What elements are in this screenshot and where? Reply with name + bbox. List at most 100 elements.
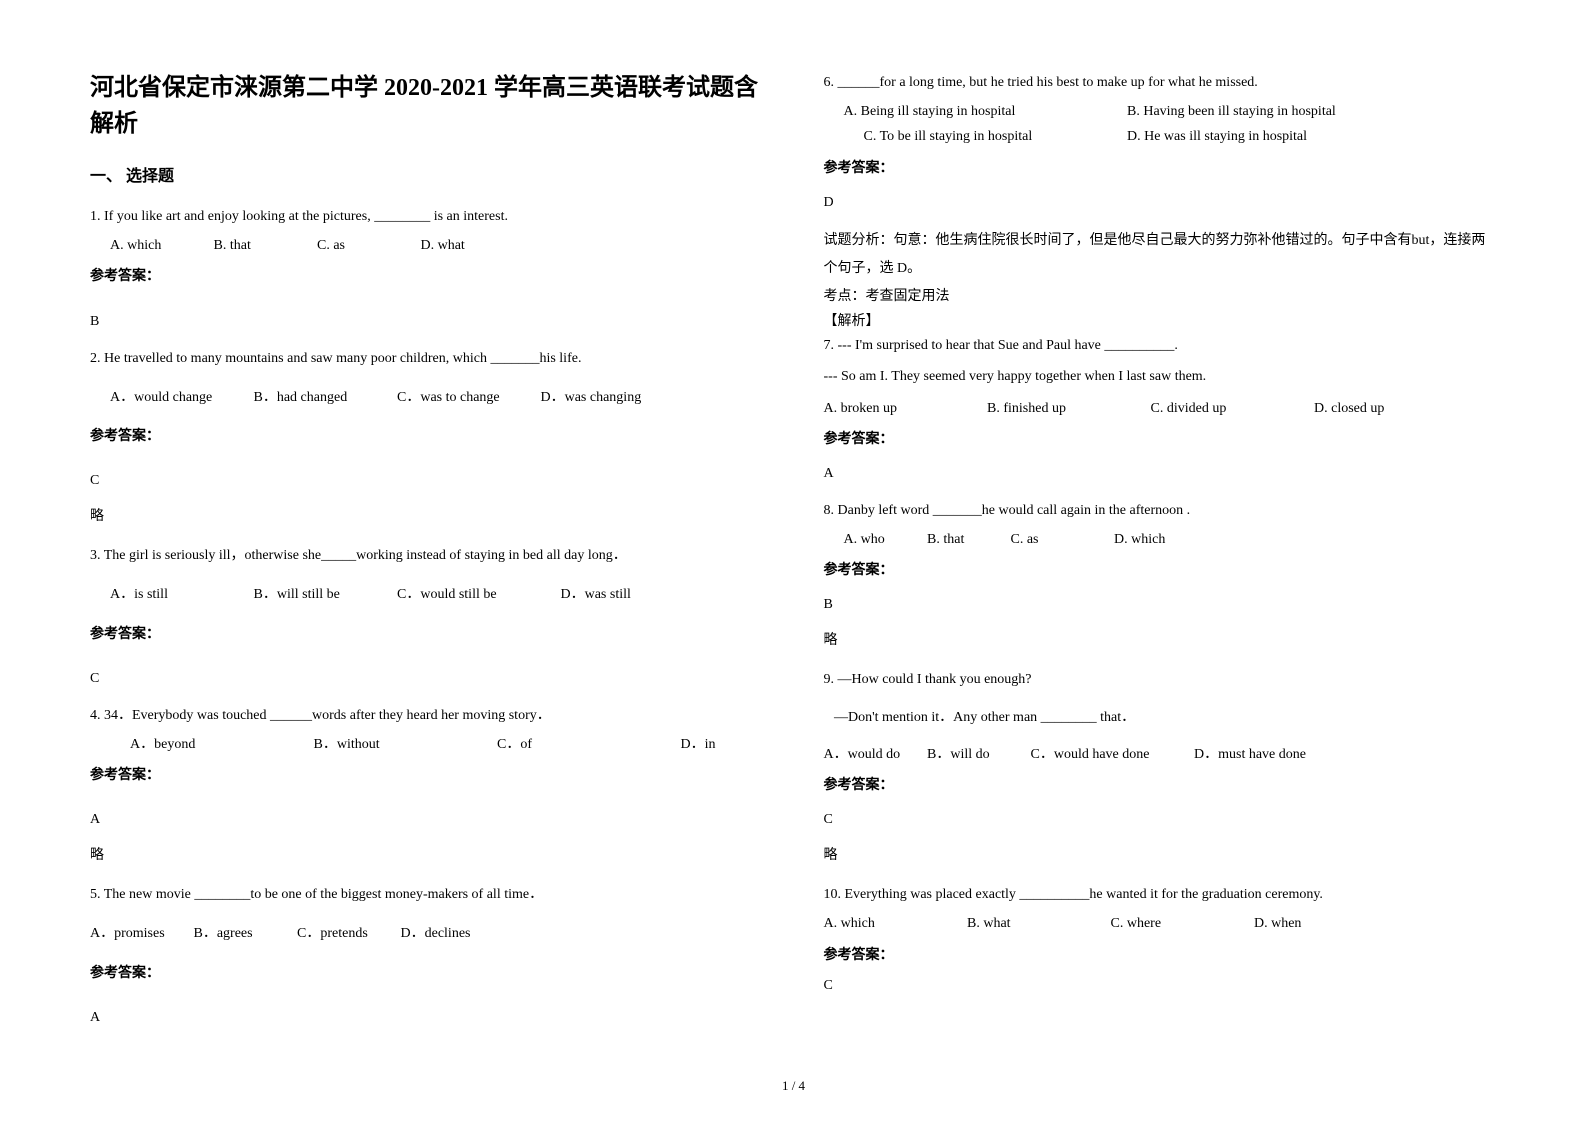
right-column: 6. ______for a long time, but he tried h… — [824, 70, 1498, 1030]
question-text: 1. If you like art and enjoy looking at … — [90, 204, 764, 229]
option-c: C．of — [497, 732, 677, 757]
question-8: 8. Danby left word _______he would call … — [824, 498, 1498, 584]
option-d: D. when — [1254, 911, 1301, 936]
answer-value: A — [824, 460, 1498, 488]
question-3: 3. The girl is seriously ill，otherwise s… — [90, 543, 764, 647]
answer-label: 参考答案： — [90, 264, 764, 289]
option-b: B. that — [927, 527, 1007, 552]
answer-value: A — [90, 1004, 764, 1032]
option-b: B．agrees — [194, 921, 294, 946]
answer-label: 参考答案： — [90, 622, 764, 647]
answer-value: C — [824, 972, 1498, 1000]
option-b: B．without — [314, 732, 494, 757]
option-a: A. broken up — [824, 396, 984, 421]
options: A．beyond B．without C．of D．in — [90, 732, 764, 757]
option-c: C．would have done — [1031, 742, 1191, 767]
option-c: C. as — [317, 233, 417, 258]
option-d: D．in — [681, 732, 716, 757]
question-text: 8. Danby left word _______he would call … — [824, 498, 1498, 523]
option-b: B．will still be — [254, 582, 394, 607]
option-a: A．would do — [824, 742, 924, 767]
option-d: D．must have done — [1194, 742, 1306, 767]
option-b: B．had changed — [254, 385, 394, 410]
question-text: 6. ______for a long time, but he tried h… — [824, 70, 1498, 95]
option-d: D．was still — [561, 582, 631, 607]
lue-text: 略 — [90, 505, 764, 525]
answer-label: 参考答案： — [90, 763, 764, 788]
two-column-layout: 河北省保定市涞源第二中学 2020-2021 学年高三英语联考试题含解析 一、 … — [90, 70, 1497, 1030]
analysis-text-1: 试题分析：句意：他生病住院很长时间了，但是他尽自己最大的努力弥补他错过的。句子中… — [824, 227, 1498, 283]
option-b: B. finished up — [987, 396, 1147, 421]
option-c: C．would still be — [397, 582, 557, 607]
answer-label: 参考答案： — [824, 773, 1498, 798]
answer-value: A — [90, 806, 764, 834]
options-row2: C. To be ill staying in hospital D. He w… — [824, 124, 1498, 149]
option-a: A. which — [824, 911, 964, 936]
document-title: 河北省保定市涞源第二中学 2020-2021 学年高三英语联考试题含解析 — [90, 70, 764, 142]
option-a: A. which — [110, 233, 210, 258]
option-b: B. Having been ill staying in hospital — [1127, 99, 1336, 124]
analysis-text-3: 【解析】 — [824, 311, 1498, 333]
lue-text: 略 — [90, 844, 764, 864]
question-text-1: 9. —How could I thank you enough? — [824, 667, 1498, 692]
question-9: 9. —How could I thank you enough? —Don't… — [824, 667, 1498, 798]
options: A. who B. that C. as D. which — [824, 527, 1498, 552]
answer-label: 参考答案： — [824, 558, 1498, 583]
options: A．promises B．agrees C．pretends D．decline… — [90, 921, 764, 946]
answer-value: C — [824, 806, 1498, 834]
options: A. broken up B. finished up C. divided u… — [824, 396, 1498, 421]
question-text: 4. 34．Everybody was touched ______words … — [90, 703, 764, 728]
option-c: C．pretends — [297, 921, 397, 946]
option-d: D．was changing — [541, 385, 642, 410]
options-row1: A. Being ill staying in hospital B. Havi… — [824, 99, 1498, 124]
options: A．would change B．had changed C．was to ch… — [90, 385, 764, 410]
answer-value: C — [90, 665, 764, 693]
options: A．is still B．will still be C．would still… — [90, 582, 764, 607]
section-header: 一、 选择题 — [90, 162, 764, 186]
question-5: 5. The new movie ________to be one of th… — [90, 882, 764, 986]
answer-label: 参考答案： — [90, 424, 764, 449]
option-a: A．beyond — [130, 732, 310, 757]
question-2: 2. He travelled to many mountains and sa… — [90, 346, 764, 450]
options: A．would do B．will do C．would have done D… — [824, 742, 1498, 767]
answer-label: 参考答案： — [824, 156, 1498, 181]
option-b: B. what — [967, 911, 1107, 936]
lue-text: 略 — [824, 629, 1498, 649]
answer-value: B — [90, 308, 764, 336]
question-text: 3. The girl is seriously ill，otherwise s… — [90, 543, 764, 568]
answer-label: 参考答案： — [90, 961, 764, 986]
question-7: 7. --- I'm surprised to hear that Sue an… — [824, 333, 1498, 452]
answer-label: 参考答案： — [824, 943, 1498, 968]
analysis-text-2: 考点：考查固定用法 — [824, 283, 1498, 311]
left-column: 河北省保定市涞源第二中学 2020-2021 学年高三英语联考试题含解析 一、 … — [90, 70, 764, 1030]
question-text: 2. He travelled to many mountains and sa… — [90, 346, 764, 371]
option-d: D. closed up — [1314, 396, 1384, 421]
option-d: D．declines — [401, 921, 471, 946]
question-text-1: 7. --- I'm surprised to hear that Sue an… — [824, 333, 1498, 358]
question-1: 1. If you like art and enjoy looking at … — [90, 204, 764, 290]
options: A. which B. that C. as D. what — [90, 233, 764, 258]
page-number: 1 / 4 — [0, 1078, 1587, 1094]
answer-value: D — [824, 189, 1498, 217]
option-c: C. as — [1011, 527, 1111, 552]
question-text: 5. The new movie ________to be one of th… — [90, 882, 764, 907]
option-a: A. who — [844, 527, 924, 552]
option-b: B．will do — [927, 742, 1027, 767]
question-6: 6. ______for a long time, but he tried h… — [824, 70, 1498, 181]
option-a: A．would change — [110, 385, 250, 410]
question-text-2: --- So am I. They seemed very happy toge… — [824, 364, 1498, 389]
option-d: D. He was ill staying in hospital — [1127, 124, 1307, 149]
option-a: A. Being ill staying in hospital — [844, 99, 1124, 124]
question-text: 10. Everything was placed exactly ______… — [824, 882, 1498, 907]
option-d: D. what — [421, 233, 465, 258]
option-a: A．is still — [110, 582, 250, 607]
answer-label: 参考答案： — [824, 427, 1498, 452]
option-c: C. divided up — [1151, 396, 1311, 421]
question-4: 4. 34．Everybody was touched ______words … — [90, 703, 764, 789]
question-10: 10. Everything was placed exactly ______… — [824, 882, 1498, 968]
option-d: D. which — [1114, 527, 1165, 552]
option-c: C．was to change — [397, 385, 537, 410]
option-b: B. that — [214, 233, 314, 258]
question-text-2: —Don't mention it．Any other man ________… — [824, 705, 1498, 730]
options: A. which B. what C. where D. when — [824, 911, 1498, 936]
